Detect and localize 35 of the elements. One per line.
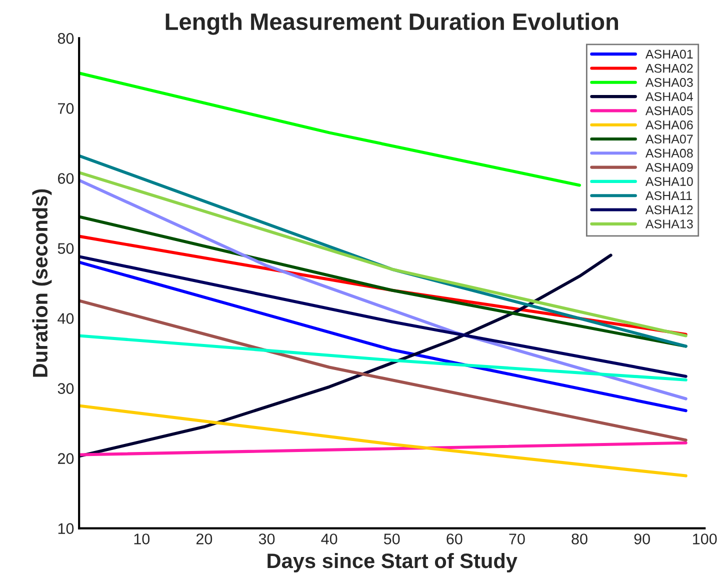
y-tick-label: 70 (58, 103, 74, 114)
x-tick-label: 60 (446, 534, 462, 544)
chart-title: Length Measurement Duration Evolution (166, 12, 618, 35)
x-tick-label: 100 (693, 534, 717, 544)
y-tick-label: 30 (58, 383, 74, 394)
legend-label: ASHA12 (645, 205, 693, 214)
x-tick-label: 10 (134, 534, 150, 544)
legend-label: ASHA06 (645, 120, 693, 130)
y-tick-label: 20 (58, 453, 74, 464)
x-tick-label: 30 (258, 534, 275, 544)
x-axis-title: Days since Start of Study (268, 552, 518, 572)
legend-label: ASHA09 (645, 162, 693, 172)
legend-label: ASHA13 (645, 220, 693, 228)
legend-label: ASHA10 (645, 177, 693, 186)
legend-label: ASHA02 (645, 64, 693, 73)
legend-label: ASHA01 (645, 50, 693, 59)
x-tick-label: 90 (634, 534, 650, 544)
line-series (79, 254, 612, 458)
legend-label: ASHA05 (645, 106, 693, 116)
x-tick-label: 40 (321, 534, 338, 544)
x-tick-label: 50 (384, 534, 400, 544)
x-tick-label: 80 (572, 534, 588, 544)
y-tick-label: 80 (58, 33, 74, 44)
y-tick-label: 10 (58, 523, 74, 534)
x-tick-label: 20 (196, 534, 212, 544)
legend-label: ASHA11 (645, 191, 692, 200)
y-tick-label: 50 (58, 243, 74, 254)
legend-label: ASHA03 (645, 78, 693, 87)
legend-label: ASHA07 (645, 134, 693, 144)
legend-label: ASHA04 (645, 92, 694, 102)
x-tick-label: 70 (509, 534, 525, 544)
y-tick-label: 60 (58, 173, 74, 184)
legend-label: ASHA08 (645, 148, 693, 158)
y-axis-title: Duration (seconds) (32, 189, 52, 377)
y-tick-label: 40 (58, 313, 74, 324)
